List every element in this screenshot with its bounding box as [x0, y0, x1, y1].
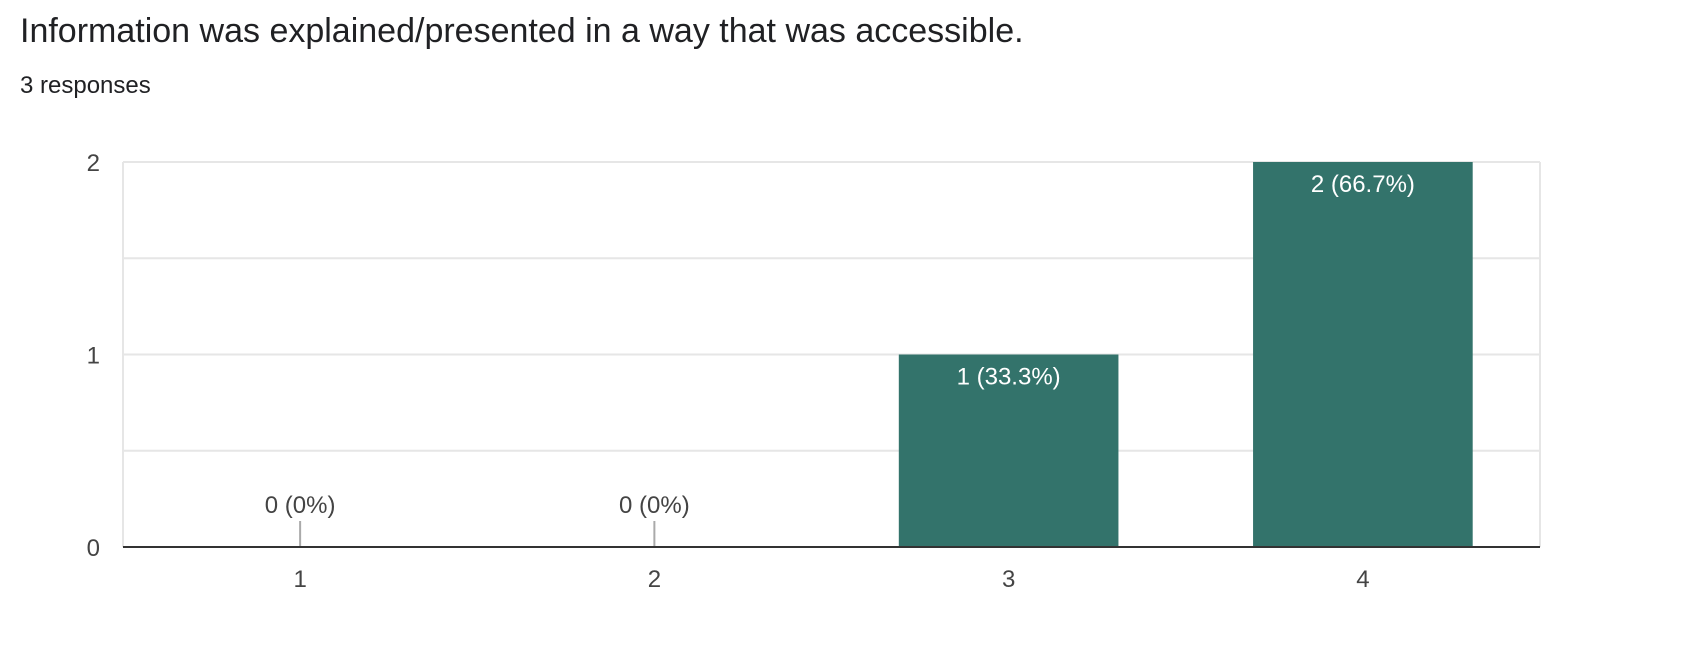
y-tick-label: 0 — [87, 535, 100, 562]
y-tick-label: 2 — [87, 150, 100, 177]
x-tick-label: 2 — [648, 566, 661, 593]
bars — [299, 162, 1473, 547]
chart-title: Information was explained/presented in a… — [20, 12, 1024, 50]
bar-4 — [1253, 162, 1473, 547]
data-label: 0 (0%) — [265, 492, 336, 519]
labels: 0 1 2 0 (0%) 1 0 (0%) 2 1 (33.3%) 3 2 (66.7%) 4 — [87, 150, 1415, 593]
x-tick-label: 4 — [1356, 566, 1369, 593]
data-label: 1 (33.3%) — [957, 364, 1061, 391]
response-count: 3 responses — [20, 72, 151, 99]
y-tick-label: 1 — [87, 343, 100, 370]
bar-3 — [898, 354, 1119, 547]
x-tick-label: 3 — [1002, 566, 1015, 593]
data-label: 0 (0%) — [619, 492, 690, 519]
data-label: 2 (66.7%) — [1311, 171, 1415, 198]
x-tick-label: 1 — [293, 566, 306, 593]
